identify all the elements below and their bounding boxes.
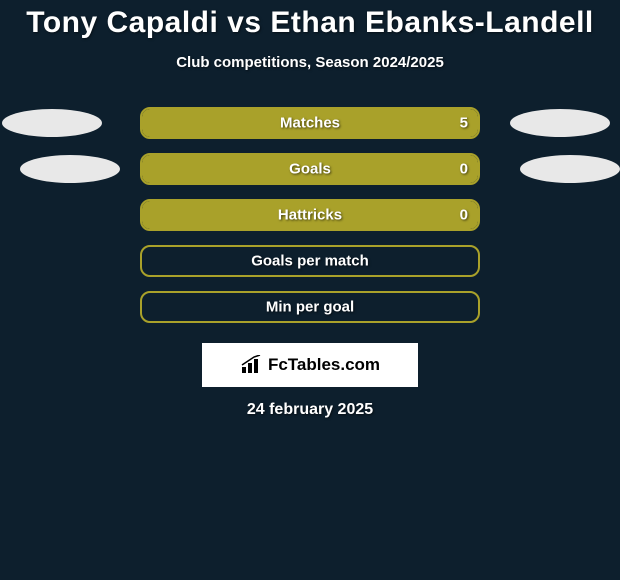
- stat-bar: Hattricks0: [140, 199, 480, 231]
- stat-row: Goals per match: [0, 245, 620, 277]
- page-subtitle: Club competitions, Season 2024/2025: [0, 54, 620, 71]
- logo-text: FcTables.com: [268, 355, 380, 375]
- player-left-marker: [20, 155, 120, 183]
- comparison-widget: Tony Capaldi vs Ethan Ebanks-Landell Clu…: [0, 0, 620, 419]
- bars-icon: [240, 355, 264, 375]
- date-label: 24 february 2025: [0, 401, 620, 419]
- logo: FcTables.com: [240, 355, 380, 375]
- stat-label: Min per goal: [142, 299, 478, 316]
- logo-box[interactable]: FcTables.com: [202, 343, 418, 387]
- player-right-marker: [510, 109, 610, 137]
- stat-bar: Goals0: [140, 153, 480, 185]
- stat-row: Goals0: [0, 153, 620, 185]
- stat-row: Matches5: [0, 107, 620, 139]
- stats-list: Matches5Goals0Hattricks0Goals per matchM…: [0, 107, 620, 323]
- player-right-marker: [520, 155, 620, 183]
- stat-row: Hattricks0: [0, 199, 620, 231]
- stat-label: Hattricks: [142, 207, 478, 224]
- stat-value-right: 5: [460, 115, 468, 132]
- stat-bar: Matches5: [140, 107, 480, 139]
- player-left-marker: [2, 109, 102, 137]
- stat-bar: Min per goal: [140, 291, 480, 323]
- stat-value-right: 0: [460, 161, 468, 178]
- stat-bar: Goals per match: [140, 245, 480, 277]
- stat-label: Goals: [142, 161, 478, 178]
- stat-row: Min per goal: [0, 291, 620, 323]
- stat-value-right: 0: [460, 207, 468, 224]
- stat-label: Matches: [142, 115, 478, 132]
- stat-label: Goals per match: [142, 253, 478, 270]
- page-title: Tony Capaldi vs Ethan Ebanks-Landell: [0, 6, 620, 40]
